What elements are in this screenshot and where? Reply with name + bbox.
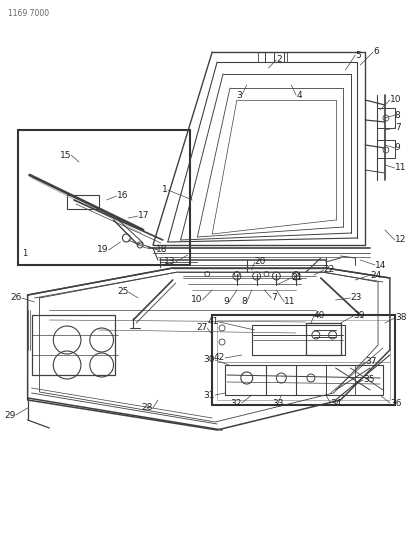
Text: 9: 9 xyxy=(223,297,229,306)
Text: 11: 11 xyxy=(395,164,406,173)
Text: 41: 41 xyxy=(208,318,219,327)
Text: 4: 4 xyxy=(296,91,302,100)
Text: 31: 31 xyxy=(204,391,215,400)
Text: 23: 23 xyxy=(350,294,362,303)
Text: 8: 8 xyxy=(241,297,247,306)
Text: 2: 2 xyxy=(276,55,282,64)
Text: 21: 21 xyxy=(291,273,303,282)
Text: 1: 1 xyxy=(162,185,168,195)
Text: 22: 22 xyxy=(324,265,335,274)
Bar xyxy=(306,323,341,355)
Bar xyxy=(31,315,115,375)
Text: 19: 19 xyxy=(97,246,109,254)
Bar xyxy=(217,362,390,400)
Text: 27: 27 xyxy=(196,324,207,333)
Bar xyxy=(67,195,99,209)
Text: 39: 39 xyxy=(353,311,365,320)
Text: 7: 7 xyxy=(395,124,401,133)
Bar xyxy=(225,365,383,395)
Text: 40: 40 xyxy=(314,311,325,320)
Text: 13: 13 xyxy=(164,257,176,266)
Text: 12: 12 xyxy=(395,236,406,245)
Text: 25: 25 xyxy=(117,287,128,296)
Text: 32: 32 xyxy=(231,399,242,408)
Text: 36: 36 xyxy=(390,399,401,408)
Text: 34: 34 xyxy=(330,399,342,408)
Text: 17: 17 xyxy=(138,212,150,221)
Text: 10: 10 xyxy=(191,295,202,304)
Text: 1: 1 xyxy=(22,248,27,257)
Text: 15: 15 xyxy=(60,150,71,159)
Text: 18: 18 xyxy=(156,245,167,254)
Text: 6: 6 xyxy=(373,47,379,56)
Text: 35: 35 xyxy=(363,376,375,384)
Text: 5: 5 xyxy=(355,51,361,60)
Text: 28: 28 xyxy=(142,403,153,413)
Text: 16: 16 xyxy=(116,191,128,200)
Text: 7: 7 xyxy=(271,294,277,303)
Text: 8: 8 xyxy=(395,110,401,119)
Bar xyxy=(212,315,395,405)
Text: 9: 9 xyxy=(395,143,401,152)
Text: 42: 42 xyxy=(214,353,225,362)
Text: 3: 3 xyxy=(236,91,242,100)
Text: 29: 29 xyxy=(4,410,16,419)
Text: 20: 20 xyxy=(255,257,266,266)
Bar xyxy=(18,130,191,265)
Text: 30: 30 xyxy=(204,356,215,365)
Text: 11: 11 xyxy=(284,297,296,306)
Bar xyxy=(252,325,346,355)
Bar xyxy=(217,320,390,362)
Text: 10: 10 xyxy=(390,95,401,104)
Bar xyxy=(377,140,395,158)
Text: 37: 37 xyxy=(365,358,377,367)
Text: 14: 14 xyxy=(375,261,386,270)
Bar xyxy=(377,108,395,128)
Bar xyxy=(257,52,287,62)
Text: 38: 38 xyxy=(395,313,406,322)
Text: 26: 26 xyxy=(10,294,22,303)
Text: 24: 24 xyxy=(370,271,381,279)
Text: 1169 7000: 1169 7000 xyxy=(8,10,49,19)
Text: 33: 33 xyxy=(273,399,284,408)
